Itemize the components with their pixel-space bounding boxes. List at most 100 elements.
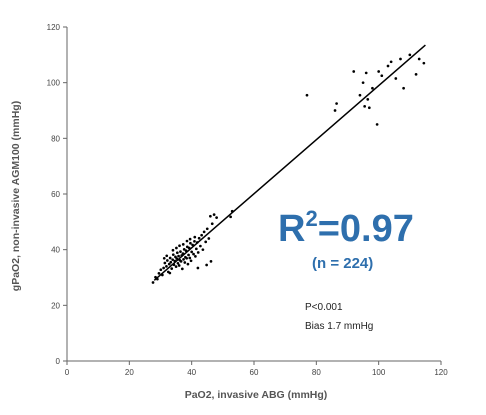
data-point [196,266,200,270]
x-tick-label: 100 [372,368,386,377]
x-tick-label: 0 [65,368,70,377]
data-point [358,93,362,97]
data-point [209,260,213,263]
data-point [171,253,175,257]
data-point [399,57,402,61]
data-point [212,213,216,216]
data-point [215,216,218,220]
data-point [177,254,180,258]
data-point [178,244,181,248]
data-point [380,74,384,78]
data-points [151,53,426,284]
data-point [361,81,365,85]
regression-line-segment [153,44,426,281]
data-point [394,77,398,80]
data-point [170,267,174,270]
data-point [200,233,203,237]
data-point [171,248,175,252]
data-point [167,262,171,266]
data-point [202,230,206,234]
data-point [182,258,185,261]
r2-prefix: R [278,208,305,250]
data-point [364,71,368,75]
data-point [366,98,370,101]
data-point [175,246,178,250]
data-point [210,222,214,226]
data-point [159,268,163,272]
x-tick-label: 20 [125,368,134,377]
data-point [305,93,309,97]
data-point [193,239,196,243]
y-tick-label: 20 [51,301,60,310]
y-tick-label: 60 [51,190,60,199]
data-point [179,250,182,253]
data-point [174,265,178,268]
data-point [377,70,381,73]
data-point [182,248,186,251]
data-point [414,72,418,76]
x-axis-title: PaO2, invasive ABG (mmHg) [185,389,328,401]
data-point [422,61,426,65]
data-point [196,251,200,254]
data-point [189,259,193,263]
r2-value: =0.97 [318,208,414,250]
data-point [408,53,412,57]
data-point [177,264,181,267]
data-point [183,261,187,264]
data-point [333,109,337,112]
data-point [375,123,379,126]
data-point [176,261,180,265]
axis-ticks: 0 20 40 60 80 100 120 0 20 40 60 80 100 120 [47,23,449,377]
x-tick-label: 60 [250,368,259,377]
data-point [194,254,197,258]
data-point [189,241,192,245]
data-point [229,215,232,219]
data-point [168,271,172,275]
data-point [162,256,166,260]
data-point [209,214,212,218]
regression-line [153,44,426,281]
data-point [169,260,173,264]
data-point [187,253,190,257]
data-point [194,247,198,251]
data-point [192,252,195,256]
y-tick-label: 40 [51,246,60,255]
data-point [188,256,192,260]
r2-superscript: 2 [305,206,317,231]
data-point [185,256,189,260]
data-point [207,237,211,240]
data-point [165,254,169,258]
data-point [168,256,172,260]
data-point [371,86,374,90]
data-point [335,102,338,105]
data-point [205,227,209,231]
x-tick-label: 40 [187,368,196,377]
data-point [165,265,168,268]
data-point [402,86,405,90]
data-point [163,261,167,265]
data-point [201,248,205,252]
y-axis-title: gPaO2, non-invasive AGM100 (mmHg) [10,101,22,291]
data-point [171,258,175,262]
data-point [188,237,192,241]
data-point [180,267,184,271]
data-point [363,104,366,108]
data-point [190,250,194,254]
data-point [389,60,393,64]
data-point [179,260,183,263]
data-point [199,244,202,248]
x-tick-label: 80 [312,368,321,377]
data-point [181,243,185,246]
data-point [166,259,169,262]
data-point [367,106,371,110]
data-point [193,235,197,239]
data-point [151,281,155,284]
data-point [417,57,421,61]
sample-size-annotation: (n = 224) [312,255,373,272]
data-point [162,266,165,270]
y-tick-label: 80 [51,134,60,143]
r-squared-annotation: R2=0.97 [278,206,414,250]
data-point [352,70,356,73]
data-point [185,239,189,243]
